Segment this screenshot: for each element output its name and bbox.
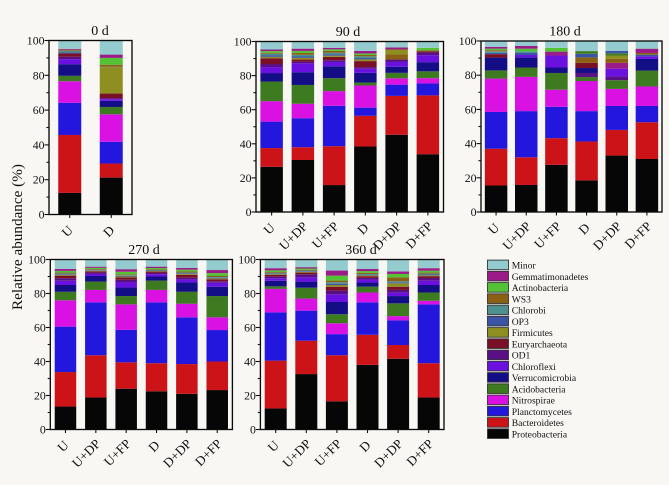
svg-text:Planctomycetes: Planctomycetes — [512, 407, 572, 418]
svg-text:Chlorobi: Chlorobi — [512, 306, 546, 317]
svg-text:360 d: 360 d — [345, 243, 377, 258]
svg-text:80: 80 — [240, 69, 252, 83]
svg-text:Gemmatimonadetes: Gemmatimonadetes — [512, 272, 589, 283]
svg-text:270 d: 270 d — [128, 243, 160, 258]
svg-text:Bacteroidetes: Bacteroidetes — [512, 418, 564, 429]
svg-text:80: 80 — [465, 68, 477, 82]
svg-text:20: 20 — [33, 173, 45, 187]
svg-text:0: 0 — [471, 205, 477, 219]
svg-text:90 d: 90 d — [336, 25, 361, 40]
svg-text:100: 100 — [459, 34, 477, 48]
svg-text:80: 80 — [34, 287, 46, 301]
svg-text:40: 40 — [33, 138, 45, 152]
svg-text:Firmicutes: Firmicutes — [512, 328, 553, 339]
svg-text:Minor: Minor — [512, 261, 537, 272]
svg-text:100: 100 — [28, 253, 46, 267]
svg-text:100: 100 — [238, 253, 256, 267]
svg-text:20: 20 — [244, 389, 256, 403]
svg-text:Verrucomicrobia: Verrucomicrobia — [512, 373, 577, 384]
svg-text:0 d: 0 d — [91, 24, 109, 39]
svg-text:180 d: 180 d — [549, 25, 581, 40]
svg-text:Nitrospirae: Nitrospirae — [512, 396, 555, 407]
svg-text:60: 60 — [34, 321, 46, 335]
svg-text:Chloroflexi: Chloroflexi — [512, 362, 557, 373]
svg-text:60: 60 — [465, 102, 477, 116]
svg-text:100: 100 — [27, 34, 45, 48]
svg-text:60: 60 — [244, 321, 256, 335]
svg-text:Relative abundance (%): Relative abundance (%) — [9, 164, 26, 310]
svg-text:40: 40 — [34, 355, 46, 369]
svg-text:20: 20 — [240, 171, 252, 185]
svg-text:80: 80 — [244, 287, 256, 301]
svg-text:Euryarchaeota: Euryarchaeota — [512, 339, 568, 350]
svg-text:0: 0 — [250, 423, 256, 437]
svg-text:60: 60 — [33, 103, 45, 117]
svg-text:60: 60 — [240, 103, 252, 117]
svg-text:WS3: WS3 — [512, 294, 531, 305]
svg-text:Proteobacteria: Proteobacteria — [512, 429, 568, 440]
svg-text:Actinobacteria: Actinobacteria — [512, 283, 569, 294]
svg-text:Acidobacteria: Acidobacteria — [512, 384, 567, 395]
svg-text:80: 80 — [33, 68, 45, 82]
svg-text:40: 40 — [465, 137, 477, 151]
svg-text:100: 100 — [234, 35, 252, 49]
svg-text:40: 40 — [240, 137, 252, 151]
svg-text:0: 0 — [246, 205, 252, 219]
svg-text:20: 20 — [465, 171, 477, 185]
svg-text:0: 0 — [39, 208, 45, 222]
svg-text:20: 20 — [34, 389, 46, 403]
svg-text:40: 40 — [244, 355, 256, 369]
svg-text:0: 0 — [40, 423, 46, 437]
svg-text:OP3: OP3 — [512, 317, 529, 328]
svg-text:OD1: OD1 — [512, 351, 531, 362]
